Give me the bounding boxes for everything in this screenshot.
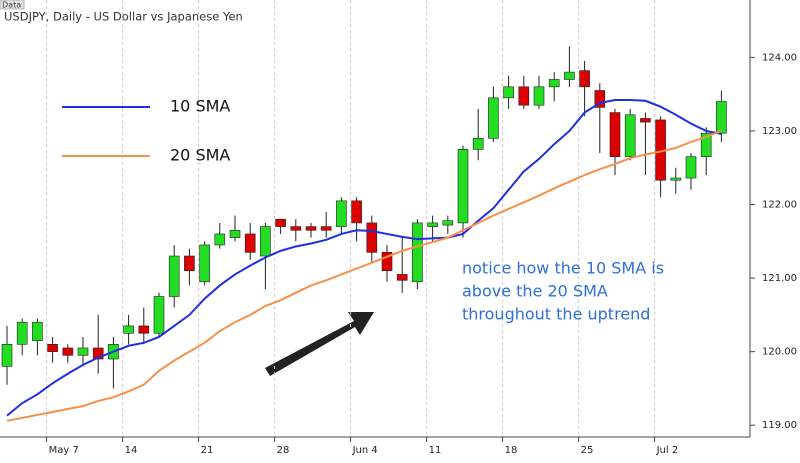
y-tick-label: 123.00	[762, 126, 797, 137]
candle-body	[548, 79, 560, 88]
candle-body	[47, 344, 58, 352]
candle-body	[199, 244, 210, 283]
sma-line	[6, 99, 722, 417]
candle-body	[351, 200, 362, 224]
x-tick-label: 25	[581, 445, 594, 456]
x-tick-label: 21	[201, 445, 214, 456]
candle-body	[457, 149, 469, 224]
y-tick-label: 120.00	[762, 347, 797, 358]
candle-body	[336, 200, 347, 227]
candle-body	[229, 229, 241, 238]
x-tick-label: 28	[277, 445, 290, 456]
candle-body	[16, 321, 28, 345]
annotation: throughout the uptrend	[462, 305, 650, 324]
candle-body	[275, 218, 286, 227]
candle-body	[381, 252, 393, 272]
candle-body	[320, 226, 332, 231]
legend-label: 20 SMA	[170, 146, 230, 165]
x-tick-label: Jul 2	[656, 445, 679, 456]
candle-body	[412, 222, 423, 283]
candle-body	[153, 296, 165, 334]
candle-body	[123, 325, 134, 334]
sma-line	[6, 130, 722, 422]
legend-label: 10 SMA	[170, 97, 230, 116]
candle-body	[640, 118, 651, 123]
candle-body	[138, 325, 150, 334]
candle-body	[503, 86, 514, 99]
y-tick-label: 124.00	[762, 52, 797, 63]
candle-body	[32, 321, 43, 341]
candle-body	[624, 114, 636, 158]
candle-body	[184, 255, 195, 272]
candle-body	[366, 222, 378, 253]
candle-body	[700, 132, 712, 158]
candle-body	[533, 86, 545, 106]
candle-body	[290, 226, 302, 231]
candle-body	[214, 233, 226, 246]
candle-body	[488, 97, 499, 139]
candle-body	[1, 344, 13, 367]
candle-body	[564, 71, 575, 80]
annotation: above the 20 SMA	[462, 282, 608, 301]
y-tick-label: 119.00	[762, 420, 797, 431]
candle-body	[670, 177, 682, 181]
annotation: notice how the 10 SMA is	[462, 259, 664, 278]
chart-title: USDJPY, Daily - US Dollar vs Japanese Ye…	[4, 10, 243, 24]
candle-body	[472, 138, 484, 150]
candle-body	[716, 101, 727, 134]
candle-body	[579, 70, 590, 88]
candle-body	[77, 347, 89, 356]
candle-body	[594, 90, 606, 108]
candle-body	[305, 226, 317, 231]
x-tick-label: 14	[125, 445, 138, 456]
x-tick-label: Jun 4	[352, 445, 378, 456]
candle-body	[518, 86, 530, 106]
y-tick-label: 122.00	[762, 200, 797, 211]
x-tick-label: 11	[429, 445, 442, 456]
candle-body	[685, 156, 697, 179]
candle-body	[442, 220, 454, 226]
candle-body	[609, 112, 621, 158]
x-tick-label: 18	[505, 445, 518, 456]
candle-body	[427, 222, 438, 227]
candle-body	[168, 255, 180, 297]
candle-body	[244, 233, 256, 253]
data-tab[interactable]	[0, 0, 25, 10]
trend-arrow	[265, 312, 374, 376]
candle-body	[92, 347, 104, 360]
candle-body	[62, 347, 74, 356]
candle-body	[260, 226, 271, 257]
y-tick-label: 121.00	[762, 273, 797, 284]
data-tab-label: Data	[2, 1, 21, 10]
candle-body	[396, 274, 408, 281]
x-tick-label: May 7	[49, 445, 79, 456]
